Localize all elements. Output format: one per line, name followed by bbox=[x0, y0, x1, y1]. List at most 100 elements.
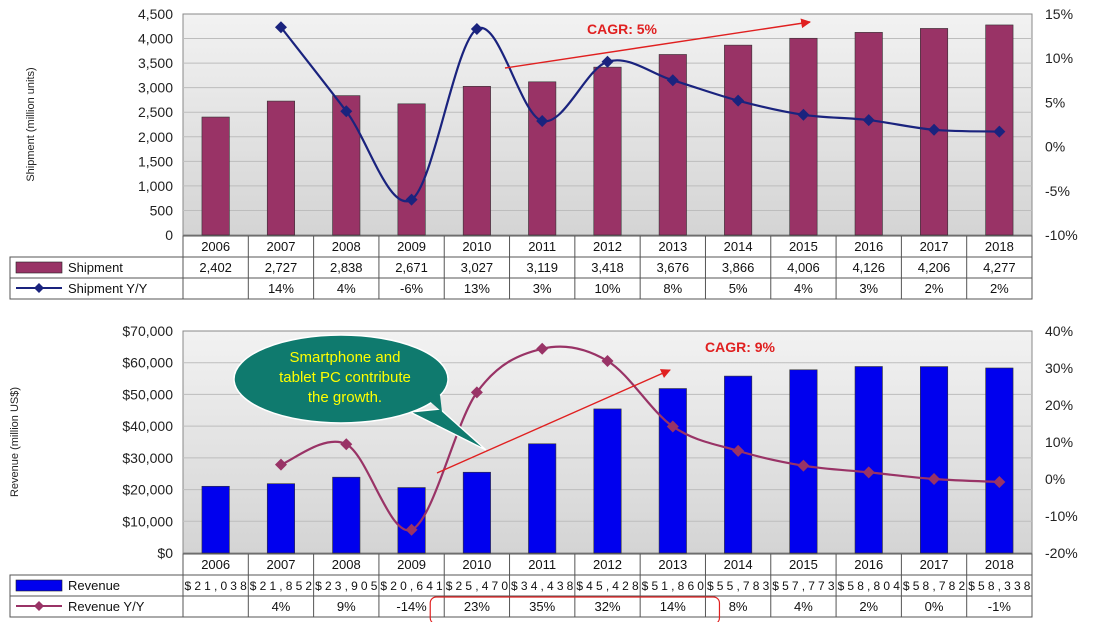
line-point bbox=[274, 458, 287, 471]
data-label-yoy: 35% bbox=[529, 599, 555, 614]
bar-2006 bbox=[201, 116, 230, 236]
data-label-revenue: $55,783 bbox=[707, 579, 770, 593]
legend-label-line: Revenue Y/Y bbox=[68, 599, 145, 614]
bar-2009 bbox=[397, 103, 426, 236]
data-label-revenue: $20,641 bbox=[380, 579, 443, 593]
line-point bbox=[797, 108, 810, 121]
y2-tick-label: 30% bbox=[1045, 360, 1073, 376]
data-label-yoy: 23% bbox=[464, 599, 490, 614]
bar-2012 bbox=[593, 66, 622, 236]
x-tick-label: 2014 bbox=[724, 557, 753, 572]
cagr-label: CAGR: 9% bbox=[705, 339, 776, 355]
x-tick-label: 2009 bbox=[397, 239, 426, 254]
data-label-yoy: -1% bbox=[988, 599, 1012, 614]
line-point bbox=[732, 94, 745, 107]
x-tick-label: 2007 bbox=[267, 239, 296, 254]
y-tick-label: 3,500 bbox=[138, 55, 173, 71]
x-tick-label: 2010 bbox=[462, 557, 491, 572]
data-label-yoy: 13% bbox=[464, 281, 490, 296]
y-tick-label: $0 bbox=[157, 545, 173, 561]
line-point bbox=[862, 114, 875, 127]
bar-2013 bbox=[658, 388, 687, 554]
data-label-yoy: 4% bbox=[337, 281, 356, 296]
bar-2017 bbox=[920, 366, 949, 554]
callout-text-line: the growth. bbox=[308, 389, 382, 406]
data-label-yoy: 2% bbox=[925, 281, 944, 296]
bar-2015 bbox=[789, 37, 818, 236]
callout-bubble: Smartphone and tablet PC contribute the gr… bbox=[233, 334, 487, 451]
x-tick-label: 2014 bbox=[724, 239, 753, 254]
x-tick-label: 2016 bbox=[854, 557, 883, 572]
y-axis-label: Revenue (million US$) bbox=[9, 387, 21, 497]
y-tick-label: 2,000 bbox=[138, 129, 173, 145]
x-tick-label: 2006 bbox=[201, 557, 230, 572]
x-tick-label: 2013 bbox=[658, 239, 687, 254]
callout-text-line: Smartphone and bbox=[290, 349, 401, 366]
data-label-yoy: 2% bbox=[859, 599, 878, 614]
y2-tick-label: 0% bbox=[1045, 139, 1065, 155]
bar-2014 bbox=[724, 44, 753, 236]
data-label-yoy: 4% bbox=[272, 599, 291, 614]
y2-tick-label: -5% bbox=[1045, 183, 1070, 199]
data-label-shipment: 4,206 bbox=[918, 260, 951, 275]
y2-tick-label: 20% bbox=[1045, 397, 1073, 413]
x-tick-label: 2013 bbox=[658, 557, 687, 572]
bar-2016 bbox=[854, 366, 883, 554]
callout-text-line: tablet PC contribute bbox=[279, 369, 411, 386]
bar-2006 bbox=[201, 485, 230, 554]
callout-ellipse bbox=[233, 334, 449, 424]
data-label-yoy: 10% bbox=[594, 281, 620, 296]
data-label-yoy: 3% bbox=[533, 281, 552, 296]
data-label-yoy: 2% bbox=[990, 281, 1009, 296]
data-label-revenue: $21,852 bbox=[250, 579, 313, 593]
x-tick-label: 2016 bbox=[854, 239, 883, 254]
x-tick-label: 2018 bbox=[985, 557, 1014, 572]
legend-key-marker bbox=[34, 601, 44, 611]
x-tick-label: 2010 bbox=[462, 239, 491, 254]
y2-tick-label: -10% bbox=[1045, 508, 1078, 524]
y-tick-label: $30,000 bbox=[122, 450, 173, 466]
y-tick-label: 0 bbox=[165, 227, 173, 243]
y-tick-label: 3,000 bbox=[138, 80, 173, 96]
line-point bbox=[340, 105, 353, 118]
data-label-yoy: 32% bbox=[594, 599, 620, 614]
y2-tick-label: 0% bbox=[1045, 471, 1065, 487]
legend-label-line: Shipment Y/Y bbox=[68, 281, 148, 296]
x-tick-label: 2006 bbox=[201, 239, 230, 254]
data-label-yoy: 4% bbox=[794, 599, 813, 614]
data-label-revenue: $57,773 bbox=[772, 579, 835, 593]
x-tick-label: 2018 bbox=[985, 239, 1014, 254]
data-label-revenue: $23,905 bbox=[315, 579, 378, 593]
y-axis-label: Shipment (million units) bbox=[25, 67, 37, 181]
bar-2007 bbox=[266, 483, 295, 554]
data-label-revenue: $34,438 bbox=[511, 579, 574, 593]
y-tick-label: $50,000 bbox=[122, 386, 173, 402]
y-tick-label: 2,500 bbox=[138, 104, 173, 120]
y-tick-label: $60,000 bbox=[122, 355, 173, 371]
data-label-shipment: 2,838 bbox=[330, 260, 363, 275]
y-tick-label: $20,000 bbox=[122, 482, 173, 498]
line-point bbox=[470, 23, 483, 36]
legend-key-bar bbox=[15, 261, 63, 274]
x-tick-label: 2017 bbox=[920, 557, 949, 572]
x-tick-label: 2017 bbox=[920, 239, 949, 254]
data-label-shipment: 4,126 bbox=[852, 260, 885, 275]
data-label-shipment: 3,866 bbox=[722, 260, 755, 275]
legend-label-bar: Revenue bbox=[68, 578, 120, 593]
y-tick-label: 1,000 bbox=[138, 178, 173, 194]
y-tick-label: $70,000 bbox=[122, 323, 173, 339]
y-tick-label: $40,000 bbox=[122, 418, 173, 434]
bar-2011 bbox=[528, 81, 557, 236]
bar-2008 bbox=[332, 476, 361, 554]
data-label-yoy: 8% bbox=[663, 281, 682, 296]
y-tick-label: 500 bbox=[150, 202, 174, 218]
y-tick-label: 4,500 bbox=[138, 6, 173, 22]
y2-tick-label: 5% bbox=[1045, 94, 1065, 110]
data-label-yoy: 0% bbox=[925, 599, 944, 614]
y2-tick-label: 10% bbox=[1045, 50, 1073, 66]
line-point bbox=[340, 438, 353, 451]
line-point bbox=[862, 466, 875, 479]
bar-2010 bbox=[462, 471, 491, 554]
line-point bbox=[536, 342, 549, 355]
line-point bbox=[928, 473, 941, 485]
